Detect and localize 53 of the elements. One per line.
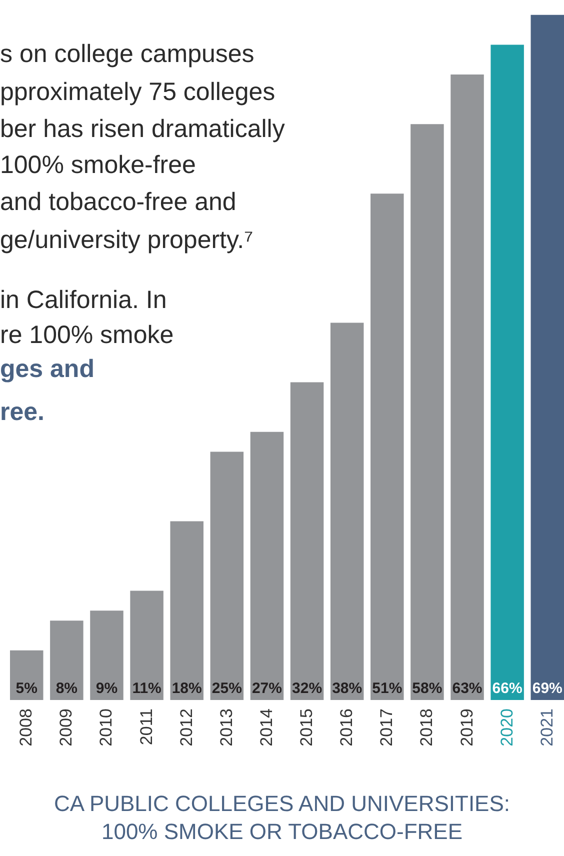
annotation: in California. In <box>0 286 167 314</box>
annotation: ge/university property.⁷ <box>0 226 254 254</box>
x-tick-label: 2016 <box>337 708 356 746</box>
bar <box>490 44 524 700</box>
bar <box>450 74 484 700</box>
bar <box>290 382 324 700</box>
annotation: 100% smoke-free <box>0 151 196 179</box>
data-label: 58% <box>412 680 442 697</box>
bar <box>130 590 164 700</box>
x-tick-label: 2012 <box>176 708 196 746</box>
annotation: s on college campuses <box>0 40 254 68</box>
data-label: 69% <box>532 680 562 697</box>
data-label: 11% <box>132 680 162 697</box>
bar <box>50 620 84 700</box>
x-tick-label: 2021 <box>537 708 556 746</box>
x-tick-label: 2013 <box>216 708 236 746</box>
bar <box>330 322 364 700</box>
data-label: 66% <box>492 680 522 697</box>
data-label: 18% <box>172 680 202 697</box>
text: CA PUBLIC COLLEGES AND UNIVERSITIES: 100% SMOKE OR TOBACCO-FREE <box>54 790 510 844</box>
bar <box>370 194 404 700</box>
annotation: pproximately 75 colleges <box>0 78 276 106</box>
x-tick-label: 2017 <box>377 708 396 746</box>
x-tick-label: 2019 <box>457 708 476 746</box>
bar <box>210 452 244 700</box>
data-label: 8% <box>56 680 78 697</box>
data-label: 51% <box>372 680 402 697</box>
data-label: 32% <box>292 680 322 697</box>
bar <box>10 650 44 700</box>
data-label: 5% <box>16 680 38 697</box>
bar <box>170 521 204 700</box>
x-tick-label: 2011 <box>136 708 156 746</box>
data-label: 38% <box>332 680 362 697</box>
annotation: ges and <box>0 355 94 383</box>
x-tick-label: 2009 <box>56 708 76 746</box>
bar <box>250 432 284 700</box>
x-tick-label: 2008 <box>16 708 36 746</box>
x-tick-label: 2020 <box>497 708 516 746</box>
data-label: 25% <box>212 680 242 697</box>
x-tick-label: 2018 <box>417 708 436 746</box>
annotation: ree. <box>0 398 44 426</box>
x-tick-label: 2010 <box>96 708 116 746</box>
data-label: 63% <box>452 680 482 697</box>
bar <box>410 124 444 700</box>
annotation: re 100% smoke <box>0 321 174 349</box>
x-tick-label: 2014 <box>256 708 276 746</box>
x-tick-label: 2015 <box>297 708 316 746</box>
bar <box>90 610 124 700</box>
annotation: and tobacco-free and <box>0 188 236 216</box>
annotation: ber has risen dramatically <box>0 115 286 143</box>
data-label: 27% <box>252 680 282 697</box>
bar <box>530 14 564 700</box>
data-label: 9% <box>96 680 118 697</box>
